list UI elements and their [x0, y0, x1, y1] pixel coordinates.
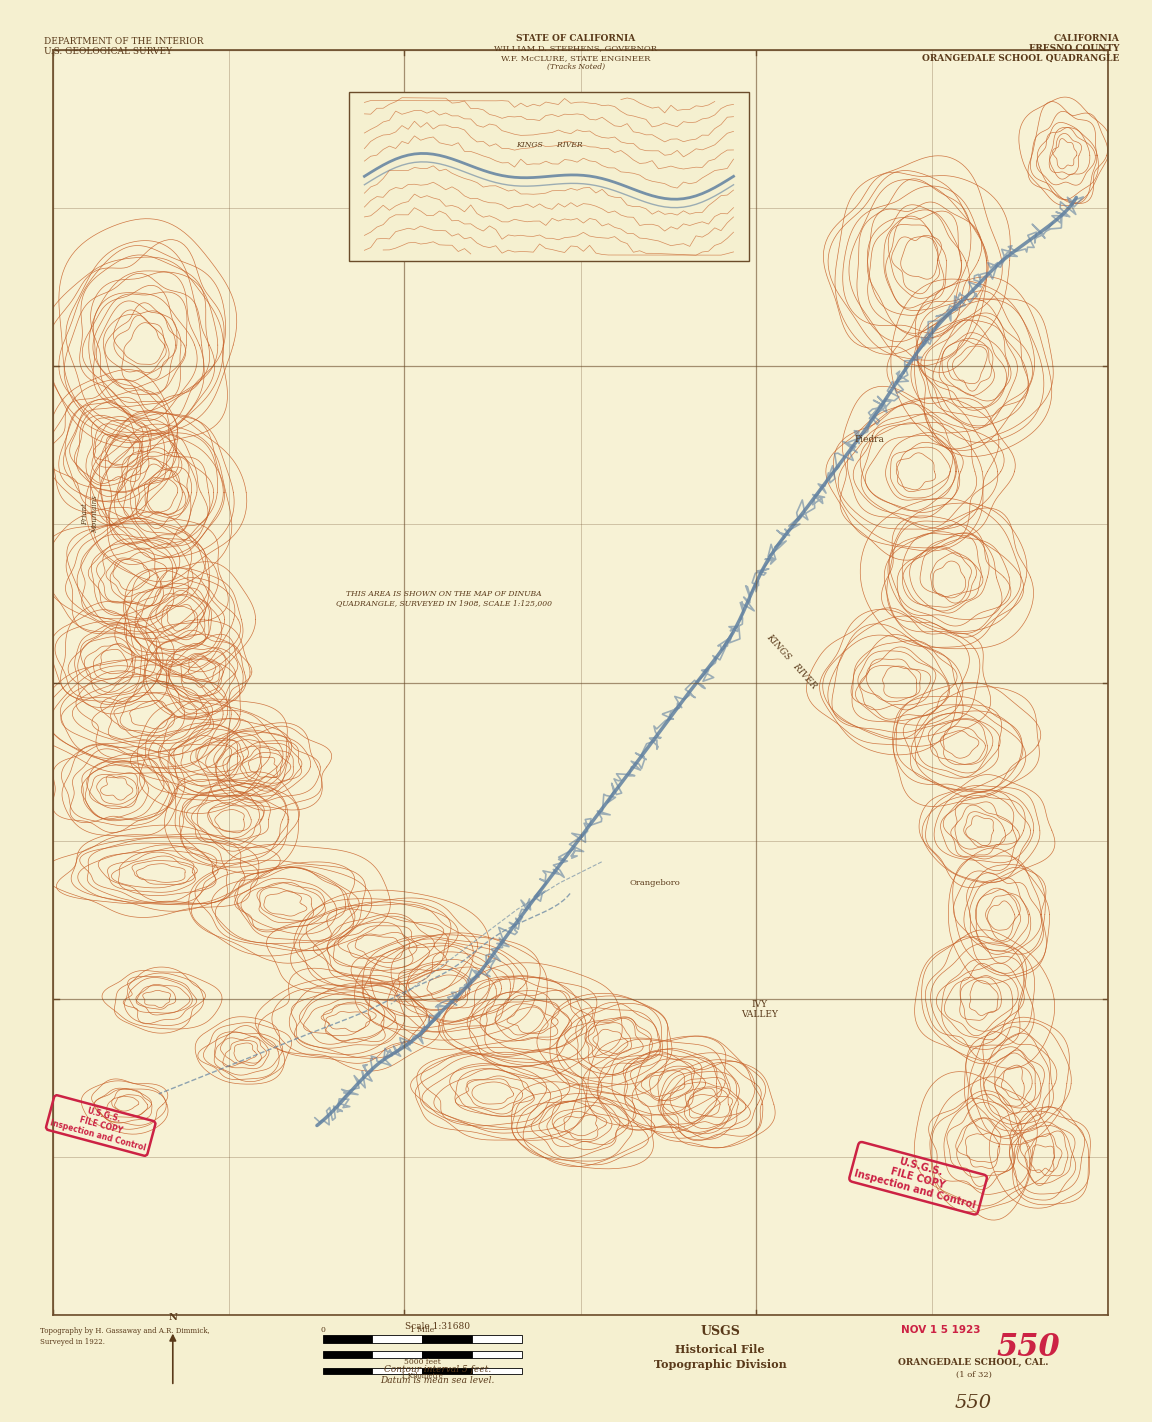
Text: 5000 feet: 5000 feet: [403, 1358, 440, 1367]
Text: FRESNO COUNTY: FRESNO COUNTY: [1029, 44, 1120, 53]
Text: THIS AREA IS SHOWN ON THE MAP OF DINUBA
QUADRANGLE, SURVEYED IN 1908, SCALE 1:12: THIS AREA IS SHOWN ON THE MAP OF DINUBA …: [335, 590, 552, 607]
Bar: [472, 1368, 522, 1374]
Bar: [422, 1351, 472, 1358]
Text: Datum is mean sea level.: Datum is mean sea level.: [380, 1376, 495, 1385]
Text: USGS: USGS: [700, 1325, 740, 1338]
Text: KINGS   RIVER: KINGS RIVER: [765, 633, 818, 691]
Text: CALIFORNIA: CALIFORNIA: [1054, 34, 1120, 43]
Text: NOV 1 5 1923: NOV 1 5 1923: [901, 1325, 980, 1335]
Text: U.S. GEOLOGICAL SURVEY: U.S. GEOLOGICAL SURVEY: [44, 47, 172, 55]
Text: ORANGEDALE SCHOOL, CAL.: ORANGEDALE SCHOOL, CAL.: [899, 1358, 1048, 1367]
Text: Historical File: Historical File: [675, 1344, 765, 1355]
Bar: [472, 1351, 522, 1358]
Text: W.F. McCLURE, STATE ENGINEER: W.F. McCLURE, STATE ENGINEER: [501, 54, 651, 63]
Bar: [372, 1335, 422, 1342]
Text: Friant
Mountains: Friant Mountains: [82, 495, 99, 533]
Text: U.S.G.S.
FILE COPY
Inspection and Control: U.S.G.S. FILE COPY Inspection and Contro…: [854, 1146, 983, 1210]
Text: DEPARTMENT OF THE INTERIOR: DEPARTMENT OF THE INTERIOR: [44, 37, 203, 46]
Text: STATE OF CALIFORNIA: STATE OF CALIFORNIA: [516, 34, 636, 43]
Text: ORANGEDALE SCHOOL QUADRANGLE: ORANGEDALE SCHOOL QUADRANGLE: [923, 54, 1120, 63]
Text: (Tracks Noted): (Tracks Noted): [547, 63, 605, 71]
Text: 550: 550: [955, 1394, 992, 1412]
Text: Orangeboro: Orangeboro: [629, 879, 680, 887]
Text: WILLIAM D. STEPHENS, GOVERNOR: WILLIAM D. STEPHENS, GOVERNOR: [494, 44, 658, 53]
Text: (1 of 32): (1 of 32): [955, 1371, 992, 1379]
Text: N: N: [168, 1313, 177, 1321]
Text: 0: 0: [320, 1325, 325, 1334]
Text: IVY
VALLEY: IVY VALLEY: [742, 1000, 779, 1020]
Bar: [372, 1351, 422, 1358]
Text: Contour interval 5 feet.: Contour interval 5 feet.: [384, 1365, 492, 1374]
Text: Piedra: Piedra: [855, 435, 885, 445]
Text: 1 Kilometre: 1 Kilometre: [401, 1372, 444, 1379]
Text: Scale 1:31680: Scale 1:31680: [406, 1322, 470, 1331]
Text: 1 Mile: 1 Mile: [410, 1325, 434, 1334]
Bar: [349, 92, 749, 260]
Text: Topographic Division: Topographic Division: [653, 1359, 787, 1371]
Bar: [323, 1368, 372, 1374]
Text: Topography by H. Gassaway and A.R. Dimmick,: Topography by H. Gassaway and A.R. Dimmi…: [40, 1327, 210, 1335]
Text: U.S.G.S.
FILE COPY
Inspection and Control: U.S.G.S. FILE COPY Inspection and Contro…: [50, 1098, 152, 1153]
Bar: [422, 1368, 472, 1374]
Text: Surveyed in 1922.: Surveyed in 1922.: [40, 1338, 105, 1347]
Text: KINGS      RIVER: KINGS RIVER: [516, 141, 582, 149]
Bar: [372, 1368, 422, 1374]
Bar: [422, 1335, 472, 1342]
Bar: [472, 1335, 522, 1342]
Bar: [323, 1351, 372, 1358]
Text: 550: 550: [996, 1332, 1060, 1364]
Bar: [323, 1335, 372, 1342]
